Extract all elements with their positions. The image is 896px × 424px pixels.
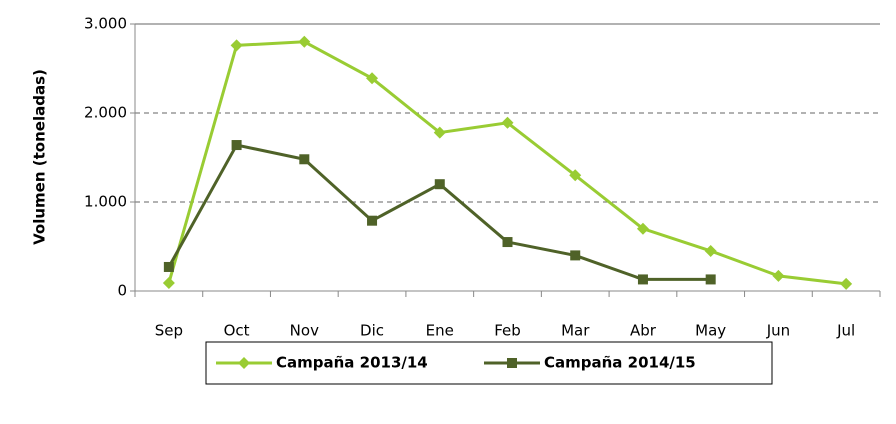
marker — [434, 179, 445, 190]
y-tick-label: 3.000 — [84, 15, 127, 33]
marker — [637, 274, 648, 285]
y-tick-label: 1.000 — [84, 193, 127, 211]
x-tick-label: Ene — [426, 322, 454, 340]
x-tick-label: Jul — [836, 322, 855, 340]
line — [167, 40, 847, 286]
marker — [298, 35, 311, 48]
marker — [501, 116, 514, 129]
marker — [230, 39, 243, 52]
x-tick-label: Abr — [630, 322, 657, 340]
x-tick-label: Nov — [290, 322, 319, 340]
x-tick-label: Oct — [224, 322, 250, 340]
marker — [163, 261, 174, 272]
marker — [636, 222, 649, 235]
marker — [705, 274, 716, 285]
legend-label: Campaña 2014/15 — [544, 354, 696, 372]
marker — [772, 269, 785, 282]
marker — [569, 169, 582, 182]
marker — [840, 277, 853, 290]
marker — [502, 237, 513, 248]
legend-label: Campaña 2013/14 — [276, 354, 428, 372]
marker — [507, 358, 517, 368]
y-axis-label: Volumen (toneladas) — [31, 69, 49, 245]
marker — [238, 357, 250, 369]
x-tick-label: Feb — [494, 322, 521, 340]
x-tick-label: Jun — [766, 322, 790, 340]
marker — [704, 244, 717, 257]
marker — [231, 140, 242, 151]
marker — [162, 276, 175, 289]
marker — [366, 72, 379, 85]
x-tick-label: May — [695, 322, 726, 340]
marker — [367, 215, 378, 226]
marker — [433, 126, 446, 139]
y-tick-label: 0 — [117, 282, 127, 300]
y-tick-label: 2.000 — [84, 104, 127, 122]
x-tick-label: Mar — [561, 322, 590, 340]
line — [167, 143, 711, 281]
x-tick-label: Sep — [155, 322, 183, 340]
marker — [299, 154, 310, 165]
marker — [570, 250, 581, 261]
x-tick-label: Dic — [360, 322, 384, 340]
